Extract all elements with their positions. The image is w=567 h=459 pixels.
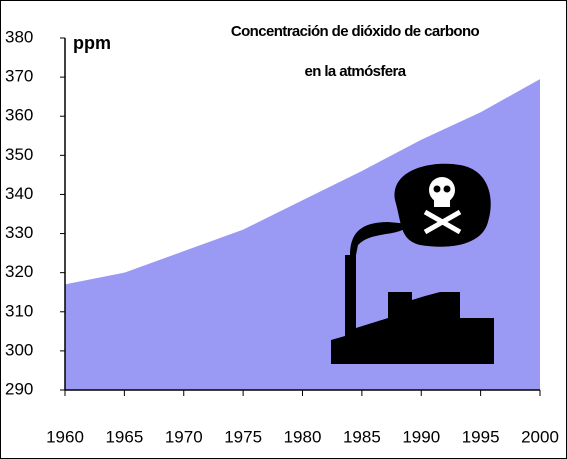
x-tick-label: 1960 — [46, 427, 84, 446]
x-tick-label: 1990 — [402, 427, 440, 446]
y-tick-label: 380 — [5, 27, 33, 46]
x-tick-label: 1975 — [224, 427, 262, 446]
y-axis-label: ppm — [73, 33, 111, 53]
x-tick-label: 1970 — [165, 427, 203, 446]
chart-title: Concentración de dióxido de carbono — [231, 23, 480, 40]
y-tick-label: 310 — [5, 301, 33, 320]
page: Concentración de dióxido de carbono en l… — [0, 0, 567, 459]
y-tick-label: 290 — [5, 379, 33, 398]
y-tick-label: 300 — [5, 340, 33, 359]
y-tick-label: 370 — [5, 67, 33, 86]
y-tick-label: 320 — [5, 262, 33, 281]
x-tick-label: 1995 — [462, 427, 500, 446]
chart: Concentración de dióxido de carbono en l… — [0, 0, 567, 459]
x-tick-label: 1985 — [343, 427, 381, 446]
x-tick-label: 1965 — [105, 427, 143, 446]
y-tick-label: 330 — [5, 223, 33, 242]
x-tick-label: 2000 — [521, 427, 559, 446]
y-tick-label: 360 — [5, 106, 33, 125]
x-tick-label: 1980 — [284, 427, 322, 446]
chart-title: en la atmósfera — [304, 63, 406, 80]
y-tick-label: 340 — [5, 184, 33, 203]
y-tick-label: 350 — [5, 145, 33, 164]
